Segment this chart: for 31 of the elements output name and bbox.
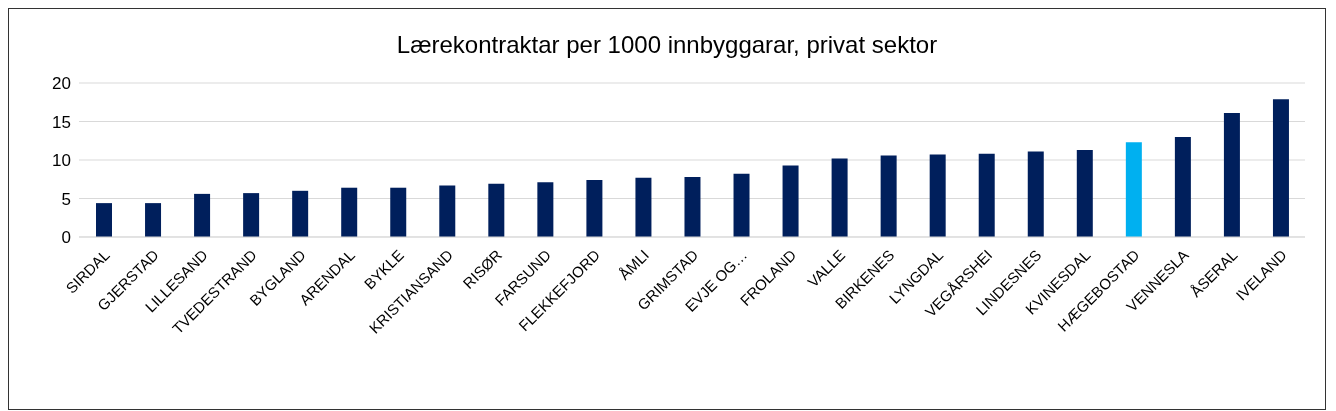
- y-tick-label: 5: [61, 189, 71, 209]
- bar: [1272, 99, 1289, 237]
- y-tick-label: 20: [52, 74, 71, 94]
- bar: [1223, 113, 1240, 237]
- bar: [145, 203, 162, 237]
- bar: [1027, 151, 1044, 237]
- bar: [292, 190, 309, 237]
- bar: [341, 187, 358, 237]
- bar: [1174, 136, 1191, 237]
- y-tick-label: 15: [52, 112, 71, 132]
- bar: [96, 203, 112, 237]
- bar: [390, 187, 407, 237]
- bar: [194, 193, 211, 237]
- bar: [635, 177, 652, 237]
- y-tick-label: 10: [52, 151, 71, 171]
- bar: [929, 154, 946, 237]
- y-tick-label: 0: [61, 228, 71, 248]
- bar: [733, 173, 750, 237]
- bar: [439, 185, 456, 237]
- chart-title: Lærekontraktar per 1000 innbyggarar, privat sektor: [395, 31, 939, 60]
- bar: [831, 158, 848, 237]
- bar: [978, 153, 995, 237]
- bar: [1076, 149, 1093, 237]
- bar: [880, 155, 897, 237]
- bar: [782, 165, 799, 237]
- bar: [1125, 142, 1142, 237]
- bar: [684, 176, 701, 237]
- bar: [488, 183, 505, 237]
- bar: [586, 180, 603, 237]
- bar: [537, 182, 554, 237]
- bar: [243, 193, 260, 237]
